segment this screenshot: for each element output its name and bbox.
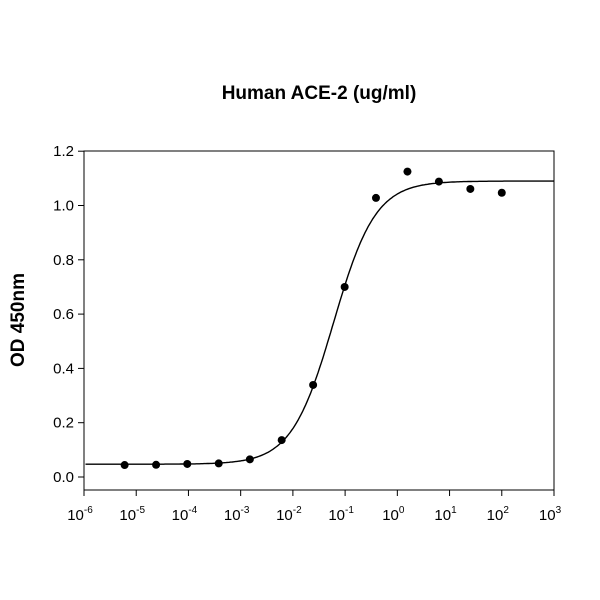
- x-tick-label: 101: [434, 505, 457, 524]
- fit-curve: [85, 180, 554, 465]
- x-tick-exponent: 0: [399, 505, 405, 516]
- data-point: [497, 188, 506, 197]
- x-tick-label: 10-6: [67, 505, 93, 524]
- data-point: [277, 436, 286, 445]
- y-tick-label: 1.2: [53, 143, 74, 160]
- x-tick-base: 10: [119, 507, 136, 524]
- x-tick-label: 10-5: [119, 505, 145, 524]
- x-tick-base: 10: [224, 507, 241, 524]
- x-tick-label: 103: [539, 505, 562, 524]
- x-tick-exponent: -4: [188, 505, 197, 516]
- y-axis-label: OD 450nm: [8, 273, 29, 367]
- x-tick-label: 10-3: [224, 505, 250, 524]
- data-point: [152, 460, 161, 469]
- data-point: [371, 193, 380, 202]
- x-tick-base: 10: [276, 507, 293, 524]
- x-tick-exponent: -2: [293, 505, 302, 516]
- x-tick-base: 10: [67, 507, 84, 524]
- data-point: [403, 167, 412, 176]
- x-tick-label: 10-4: [172, 505, 198, 524]
- x-tick-exponent: -1: [345, 505, 354, 516]
- x-tick-exponent: -6: [84, 505, 93, 516]
- data-point: [466, 184, 475, 193]
- data-point: [434, 177, 443, 186]
- data-point: [183, 459, 192, 468]
- y-tick-label: 0.2: [53, 415, 74, 432]
- x-tick-base: 10: [172, 507, 189, 524]
- y-tick-label: 0.6: [53, 306, 74, 323]
- x-tick-base: 10: [382, 507, 399, 524]
- x-tick-label: 10-1: [328, 505, 354, 524]
- x-tick-base: 10: [487, 507, 504, 524]
- data-point: [309, 380, 318, 389]
- data-point: [120, 461, 129, 470]
- chart-title: Human ACE-2 (ug/ml): [222, 83, 417, 104]
- data-point: [340, 282, 349, 291]
- y-tick-label: 1.0: [53, 198, 74, 215]
- y-tick-label: 0.8: [53, 252, 74, 269]
- x-tick-exponent: 1: [451, 505, 457, 516]
- data-point: [245, 455, 254, 464]
- y-tick-label: 0.4: [53, 360, 74, 377]
- x-tick-label: 100: [382, 505, 405, 524]
- x-tick-exponent: -3: [241, 505, 250, 516]
- x-tick-base: 10: [434, 507, 451, 524]
- x-tick-exponent: -5: [136, 505, 145, 516]
- data-point: [214, 459, 223, 468]
- x-tick-base: 10: [539, 507, 556, 524]
- plot-frame: [83, 150, 555, 491]
- x-tick-base: 10: [328, 507, 345, 524]
- x-tick-exponent: 3: [556, 505, 562, 516]
- x-tick-exponent: 2: [503, 505, 509, 516]
- x-tick-label: 102: [487, 505, 510, 524]
- y-tick-label: 0.0: [53, 469, 74, 486]
- x-tick-label: 10-2: [276, 505, 302, 524]
